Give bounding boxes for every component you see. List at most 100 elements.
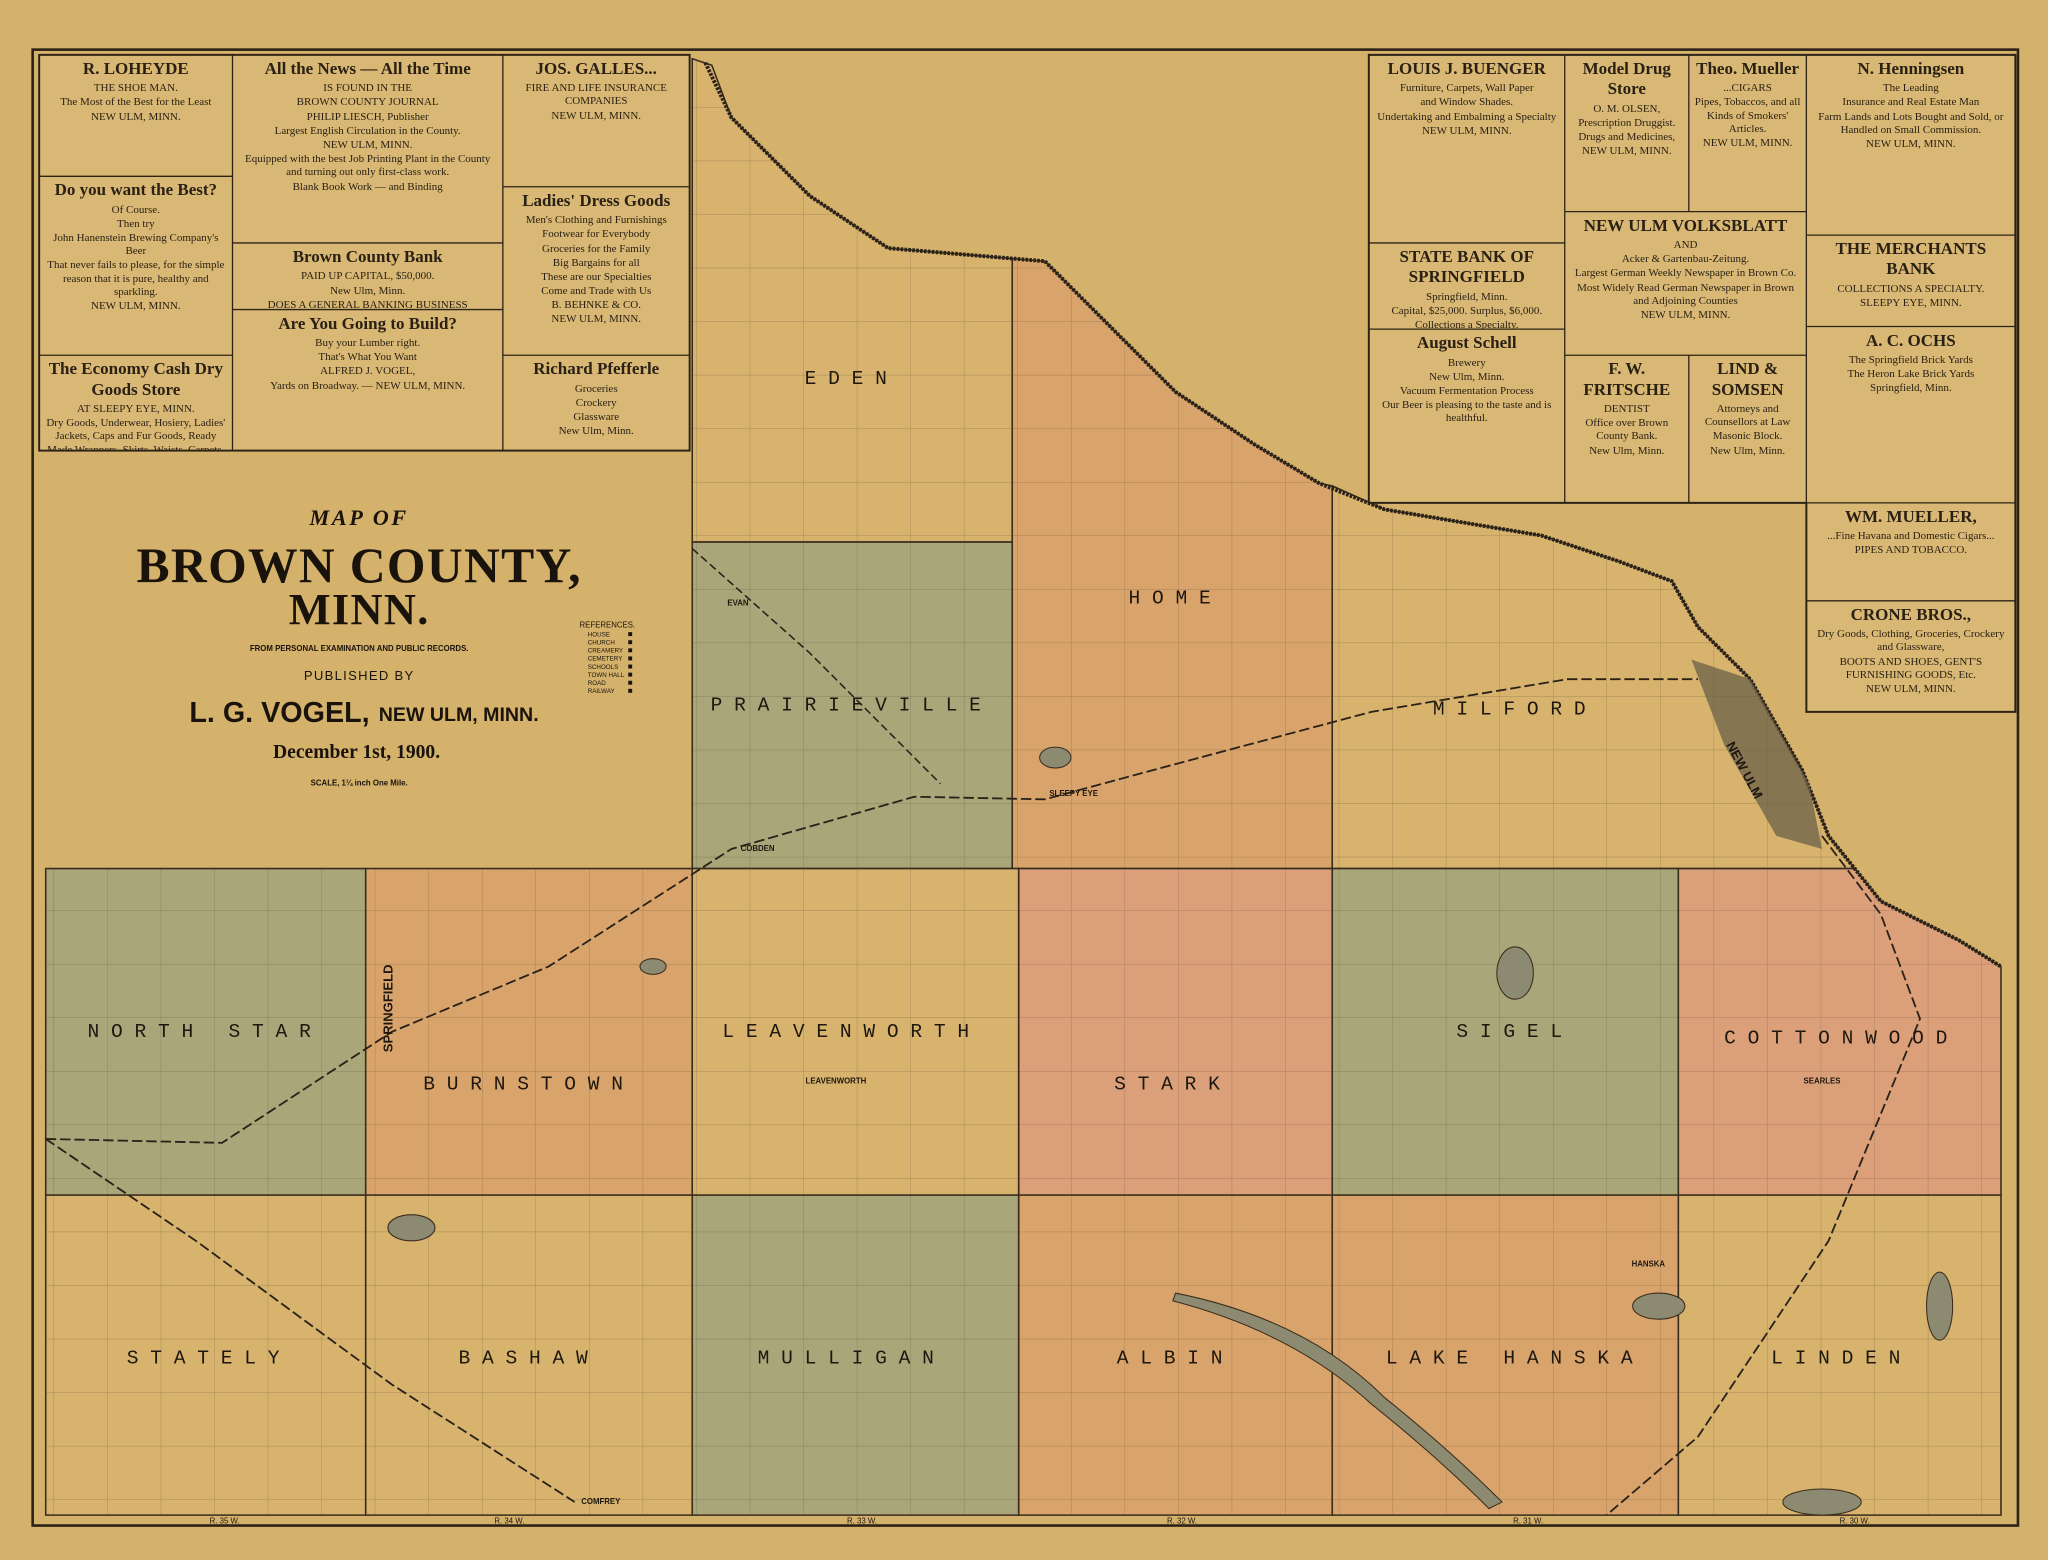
- advertisement: N. Henningsen The Leading Insurance and Re…: [1806, 55, 2015, 235]
- ad-line: NEW ULM, MINN.: [322, 138, 413, 151]
- ad-heading: Do you want the Best?: [54, 180, 218, 200]
- ad-line: Springfield, Minn.: [1870, 382, 1952, 395]
- lake: [1039, 746, 1072, 769]
- ad-line: Masonic Block.: [1712, 430, 1783, 443]
- advertisement: THE MERCHANTS BANK COLLECTIONS A SPECIALT…: [1806, 235, 2015, 326]
- section-grid: [1018, 1195, 1333, 1516]
- references-title: REFERENCES.: [580, 621, 636, 630]
- ad-line: Buy your Lumber right.: [315, 336, 421, 349]
- ad-line: PAID UP CAPITAL, $50,000.: [300, 270, 435, 283]
- ad-line: Brewery: [1447, 356, 1486, 369]
- ad-line: Capital, $25,000. Surplus, $6,000.: [1391, 304, 1543, 317]
- minnesota-river: [703, 61, 2003, 969]
- ad-line: NEW ULM, MINN.: [1866, 682, 1956, 695]
- ad-line: Yards on Broadway. — NEW ULM, MINN.: [270, 379, 466, 392]
- ad-line: Big Bargains for all: [552, 256, 640, 269]
- ad-line: Groceries for the Family: [542, 242, 651, 255]
- town-name: SEARLES: [1804, 1077, 1841, 1086]
- advertisement: The Economy Cash Dry Goods Store AT SLEEP…: [39, 355, 232, 450]
- town-name: SPRINGFIELD: [381, 964, 396, 1052]
- advertisement: LOUIS J. BUENGER Furniture, Carpets, Wall…: [1369, 55, 1565, 243]
- ad-line: ALFRED J. VOGEL,: [320, 365, 416, 378]
- ad-heading: JOS. GALLES...: [535, 58, 657, 78]
- range-label: R. 35 W.: [210, 1517, 240, 1526]
- railway: [1605, 835, 1921, 1516]
- ad-line: Dry Goods, Clothing, Groceries, Crockery…: [1817, 628, 2005, 654]
- ad-line: NEW ULM, MINN.: [1640, 308, 1731, 321]
- ad-line: New Ulm, Minn.: [1710, 444, 1786, 457]
- town-name: LEAVENWORTH: [806, 1077, 867, 1086]
- map-frame: [31, 48, 2020, 1527]
- ad-line: NEW ULM, MINN.: [1581, 145, 1672, 158]
- ad-heading: Brown County Bank: [292, 246, 443, 266]
- title-publisher: L. G. VOGEL,: [189, 697, 369, 729]
- advertisement: WM. MUELLER, ...Fine Havana and Domestic …: [1806, 503, 2015, 601]
- section-grid: [45, 868, 366, 1196]
- ad-line: DENTIST: [1603, 403, 1650, 416]
- ad-line: New Ulm, Minn.: [330, 284, 406, 297]
- ad-line: NEW ULM, MINN.: [1866, 137, 1956, 150]
- ad-line: BROWN COUNTY JOURNAL: [296, 96, 439, 109]
- ad-line: Office over Brown County Bank.: [1585, 417, 1669, 443]
- ad-heading: All the News — All the Time: [264, 58, 471, 78]
- advertisement: Model Drug Store O. M. OLSEN, Prescription…: [1565, 55, 1689, 212]
- reference-symbol: [628, 680, 633, 685]
- range-label: R. 32 W.: [1167, 1517, 1197, 1526]
- ad-heading: CRONE BROS.,: [1850, 604, 1972, 624]
- ad-heading: The Economy Cash Dry Goods Store: [48, 359, 223, 399]
- reference-item: TOWN HALL: [588, 672, 625, 679]
- reference-item: HOUSE: [588, 631, 610, 638]
- ad-line: That never fails to please, for the simp…: [47, 259, 225, 298]
- range-label: R. 34 W.: [494, 1517, 524, 1526]
- ad-line: Dry Goods, Underwear, Hosiery, Ladies' J…: [46, 417, 226, 451]
- ad-line: Furniture, Carpets, Wall Paper: [1399, 82, 1534, 95]
- advertisement: A. C. OCHS The Springfield Brick Yards The…: [1806, 327, 2015, 503]
- ad-line: ...CIGARS: [1723, 82, 1772, 95]
- ad-line: Acker & Gartenbau-Zeitung.: [1621, 253, 1750, 266]
- city-new-ulm: [1691, 659, 1823, 849]
- section-grid: [692, 1195, 1019, 1516]
- title-scale: SCALE, 1¼ inch One Mile.: [311, 779, 408, 788]
- advertisement: August Schell Brewery New Ulm, Minn. Vacuum…: [1369, 329, 1565, 503]
- ad-heading: N. Henningsen: [1857, 58, 1965, 78]
- ad-heading: NEW ULM VOLKSBLATT: [1583, 215, 1788, 235]
- ad-line: Blank Book Work — and Binding: [292, 180, 443, 193]
- ad-heading: Theo. Mueller: [1696, 58, 1800, 78]
- township-name: MULLIGAN: [758, 1348, 946, 1370]
- advertisement: STATE BANK OF SPRINGFIELD Springfield, Mi…: [1369, 243, 1565, 329]
- township-name: SIGEL: [1456, 1021, 1574, 1043]
- township-name: PRAIRIEVILLE: [711, 694, 993, 716]
- ad-line: Glassware: [573, 411, 620, 424]
- reference-item: RAILWAY: [588, 688, 616, 695]
- township-name: STARK: [1114, 1073, 1232, 1095]
- reference-symbol: [628, 640, 633, 645]
- section-grid: [1332, 868, 1679, 1196]
- ad-heading: A. C. OCHS: [1865, 330, 1956, 350]
- ad-line: NEW ULM, MINN.: [1421, 124, 1512, 137]
- ad-line: The Most of the Best for the Least: [60, 96, 212, 109]
- title-map-of: MAP OF: [309, 505, 409, 530]
- ad-heading: August Schell: [1416, 333, 1517, 353]
- township-name: COTTONWOOD: [1724, 1028, 1959, 1050]
- town-name: COMFREY: [581, 1497, 621, 1506]
- ad-line: Largest English Circulation in the Count…: [274, 124, 461, 137]
- township-name: MILFORD: [1433, 698, 1598, 720]
- ad-line: AT SLEEPY EYE, MINN.: [77, 403, 195, 416]
- lake: [387, 1214, 436, 1242]
- township-name: BURNSTOWN: [423, 1073, 635, 1095]
- ad-line: Prescription Druggist.: [1578, 116, 1676, 129]
- ad-line: Then try: [117, 217, 155, 230]
- ad-line: Our Beer is pleasing to the taste and is…: [1382, 399, 1552, 425]
- title-title: BROWN COUNTY,: [137, 538, 582, 593]
- range-label: R. 30 W.: [1840, 1517, 1870, 1526]
- ad-heading: F. W. FRITSCHE: [1583, 359, 1671, 399]
- ad-heading: Model Drug Store: [1582, 58, 1671, 99]
- ad-line: NEW ULM, MINN.: [551, 313, 642, 326]
- ad-line: IS FOUND IN THE: [323, 82, 413, 95]
- township-name: LAKE HANSKA: [1386, 1348, 1645, 1370]
- reference-symbol: [628, 688, 633, 693]
- ad-line: B. BEHNKE & CO.: [551, 299, 641, 312]
- township-name: LINDEN: [1771, 1348, 1912, 1370]
